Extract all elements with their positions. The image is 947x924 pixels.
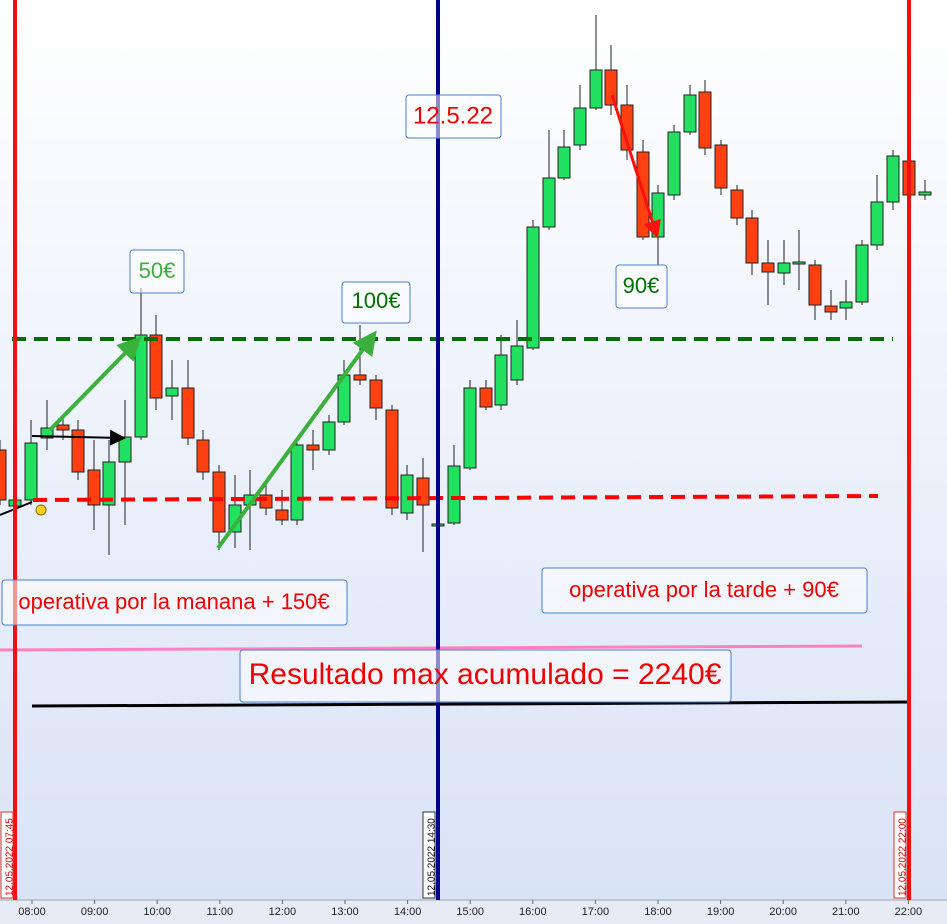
annotation-box — [615, 264, 668, 309]
candle-body — [369, 379, 383, 409]
candle-body — [777, 262, 791, 274]
candle-body — [683, 94, 697, 133]
trade-arrow — [610, 94, 661, 239]
candle-body — [306, 444, 320, 451]
candle-body — [400, 474, 414, 514]
time-label: 18:00 — [644, 906, 672, 918]
time-label: 09:00 — [81, 906, 109, 918]
candle-body — [149, 334, 163, 399]
candle-body — [870, 201, 884, 246]
candle-body — [494, 354, 508, 406]
trade-label: 50€ — [139, 258, 176, 283]
candle-body — [0, 449, 7, 501]
candle-body — [839, 301, 853, 309]
candle-body — [40, 427, 54, 439]
candle-body — [824, 305, 838, 313]
candle-body — [510, 345, 524, 381]
marker-box — [0, 811, 14, 899]
candle-body — [134, 334, 148, 438]
time-label: 22:00 — [895, 906, 923, 918]
candle-body — [730, 189, 744, 219]
trade-arrow — [48, 336, 142, 432]
candle-body — [557, 146, 571, 179]
candle-body — [322, 421, 336, 451]
afternoon-result: operativa por la tarde + 90€ — [569, 577, 839, 602]
candle-body — [479, 387, 493, 408]
time-label: 15:00 — [456, 906, 484, 918]
candle-body — [714, 144, 728, 189]
time-axis-bar — [0, 900, 947, 924]
candle-body — [761, 262, 775, 273]
total-result: Resultado max acumulado = 2240€ — [249, 658, 722, 691]
candle-body — [118, 436, 132, 463]
time-label: 14:00 — [394, 906, 422, 918]
entry-arrow — [31, 429, 126, 446]
marker-box — [893, 811, 907, 899]
session-marker: 12.05.2022 07:45 — [5, 818, 16, 896]
annotation-box — [1, 579, 348, 626]
candle-body — [792, 261, 806, 265]
date-label: 12.5.22 — [413, 102, 493, 129]
candle-body — [918, 191, 932, 196]
time-label: 10:00 — [143, 906, 171, 918]
time-label: 20:00 — [769, 906, 797, 918]
trade-label: 90€ — [623, 273, 660, 298]
candle-body — [573, 107, 587, 146]
candle-body — [416, 477, 430, 506]
time-label: 13:00 — [331, 906, 359, 918]
candle-body — [353, 374, 367, 381]
trade-label: 100€ — [352, 288, 401, 313]
candle-body — [604, 69, 618, 106]
alert-icon — [35, 504, 47, 516]
annotation-box — [405, 94, 502, 139]
trade-arrow — [216, 330, 377, 550]
candle-body — [56, 424, 70, 431]
candle-body — [542, 177, 556, 228]
annotation-box — [341, 281, 411, 324]
pink-line — [0, 644, 863, 652]
support-line — [32, 494, 879, 502]
candle-body — [526, 226, 540, 349]
annotation-box — [129, 249, 185, 294]
candle-body — [87, 469, 101, 506]
candle-body — [855, 244, 869, 303]
time-label: 21:00 — [832, 906, 860, 918]
candle-body — [275, 509, 289, 521]
time-axis: 08:00 09:00 10:00 11:00 12:00 13:00 14:00 15:00… — [18, 900, 922, 918]
candle-body — [196, 439, 210, 473]
session-marker: 12.05.2022 22:00 — [898, 818, 909, 896]
candle-body — [463, 387, 477, 469]
candle-body — [886, 155, 900, 203]
candle-body — [745, 217, 759, 264]
candle-body — [667, 131, 681, 196]
candles — [0, 15, 932, 555]
candle-body — [165, 387, 179, 397]
time-label: 17:00 — [582, 906, 610, 918]
candle-body — [808, 264, 822, 306]
annotation-box — [541, 567, 868, 614]
candle-body — [24, 442, 38, 501]
marker-box — [422, 811, 436, 899]
time-label: 11:00 — [206, 906, 233, 918]
time-label: 08:00 — [18, 906, 46, 918]
candle-body — [102, 461, 116, 506]
time-label: 19:00 — [707, 906, 735, 918]
time-label: 16:00 — [519, 906, 547, 918]
session-marker: 12.05.2022 14:30 — [427, 818, 438, 896]
candle-body — [385, 409, 399, 509]
candle-body — [589, 69, 603, 109]
black-line — [31, 700, 910, 708]
annotation-box — [239, 649, 732, 703]
candle-body — [290, 444, 304, 521]
time-label: 12:00 — [269, 906, 297, 918]
morning-result: operativa por la manana + 150€ — [18, 589, 329, 614]
candle-body — [698, 91, 712, 149]
candle-body — [71, 429, 85, 473]
candle-body — [212, 471, 226, 533]
candle-body — [447, 465, 461, 524]
candle-body — [181, 387, 195, 439]
